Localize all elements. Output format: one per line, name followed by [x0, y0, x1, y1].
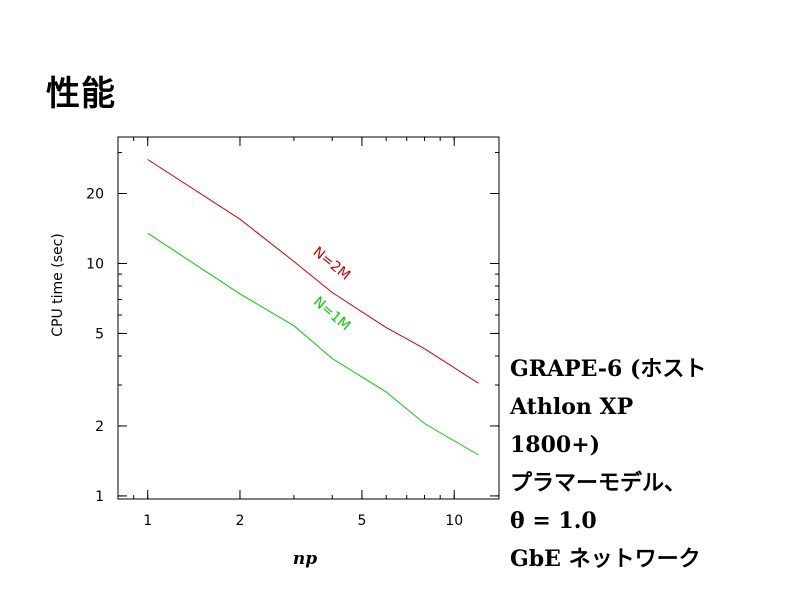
series-line-n2m — [147, 159, 479, 384]
y-tick-label: 2 — [95, 419, 104, 435]
series-label: N=2M — [310, 244, 354, 284]
y-axis-label: CPU time (sec) — [50, 233, 66, 337]
note-line: GbE ネットワーク — [510, 546, 701, 572]
conditions-text: GRAPE-6 (ホスト Athlon XP 1800+) プラマーモデル、 θ… — [510, 350, 790, 578]
x-tick-label: 2 — [236, 513, 245, 529]
y-tick-label: 1 — [95, 489, 104, 505]
note-line: θ = 1.0 — [510, 508, 597, 534]
x-axis-label: np — [293, 549, 317, 569]
plot-frame — [117, 136, 500, 500]
y-tick-label: 5 — [95, 326, 104, 342]
series-line-n1m — [147, 232, 479, 456]
y-tick-label: 20 — [86, 186, 104, 202]
x-tick-label: 1 — [143, 513, 152, 529]
y-tick-label: 10 — [86, 256, 104, 272]
x-tick-label: 10 — [445, 513, 463, 529]
series-label: N=1M — [310, 294, 353, 334]
note-line: 1800+) — [510, 432, 601, 458]
slide-title: 性能 — [46, 74, 116, 114]
note-line: プラマーモデル、 — [510, 470, 687, 496]
x-tick-label: 5 — [357, 513, 366, 529]
note-line: GRAPE-6 (ホスト — [510, 356, 707, 382]
note-line: Athlon XP — [510, 394, 634, 420]
